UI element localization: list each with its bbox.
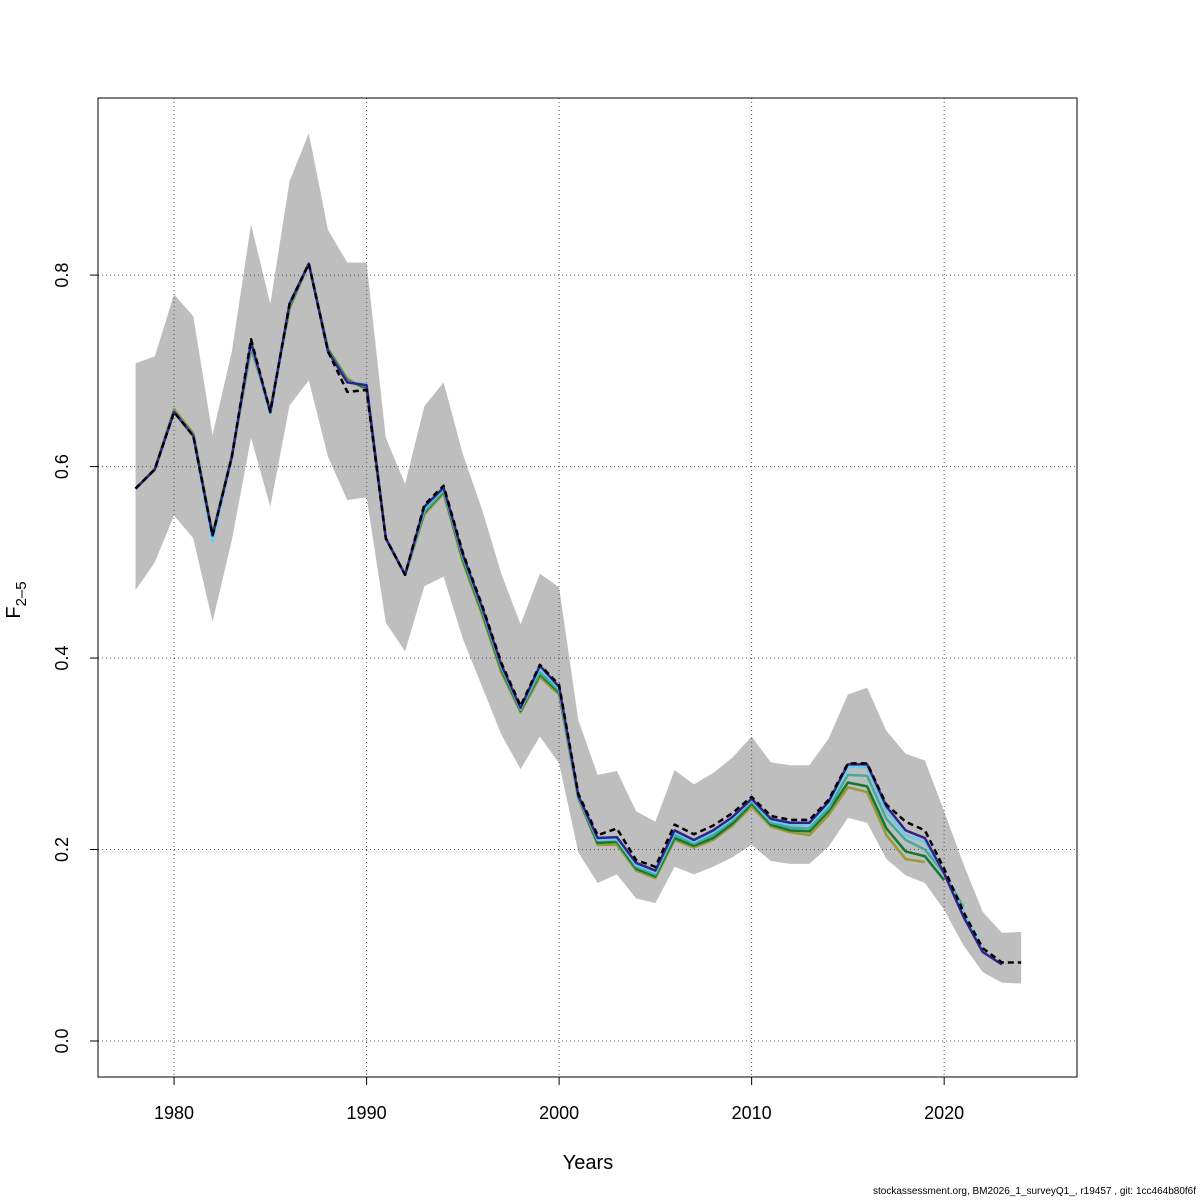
y-tick-label: 0.2	[52, 837, 72, 862]
x-tick-label: 2020	[924, 1103, 964, 1123]
x-tick-label: 1980	[154, 1103, 194, 1123]
series-layer	[134, 262, 1022, 966]
y-tick-label: 0.4	[52, 646, 72, 671]
x-axis-label: Years	[563, 1152, 613, 1174]
y-tick-label: 0.6	[52, 454, 72, 479]
series-line-final-run	[134, 262, 1022, 964]
x-tick-label: 2010	[732, 1103, 772, 1123]
plot-frame	[97, 97, 1078, 1078]
y-axis-label: F2–5	[3, 581, 30, 618]
grid-layer	[98, 98, 1077, 1077]
footer-credit: stockassessment.org, BM2026_1_surveyQ1_,…	[873, 1186, 1196, 1197]
x-tick-label: 2000	[539, 1103, 579, 1123]
x-tick-label: 1990	[347, 1103, 387, 1123]
axes-layer: 1980 1990 2000 2010 2020 0.0 0.2 0.4 0.6 0.8	[52, 263, 964, 1123]
y-tick-label: 0.8	[52, 263, 72, 288]
y-tick-label: 0.0	[52, 1028, 72, 1053]
confidence-band-layer	[135, 133, 1022, 984]
confidence-band	[135, 133, 1022, 984]
